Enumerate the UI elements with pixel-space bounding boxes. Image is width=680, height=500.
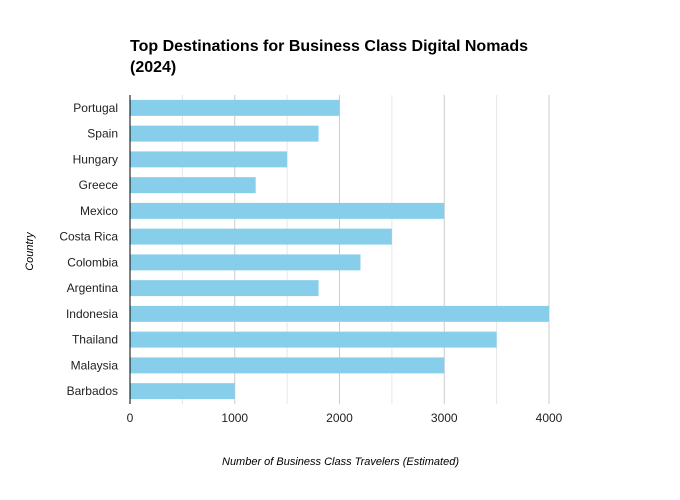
y-tick-label: Argentina xyxy=(67,281,119,295)
y-tick-label: Mexico xyxy=(80,204,118,218)
x-tick-label: 1000 xyxy=(221,411,248,425)
y-tick-label: Greece xyxy=(79,178,119,192)
bars xyxy=(130,99,549,400)
x-tick-label: 2000 xyxy=(326,411,353,425)
x-tick-label: 4000 xyxy=(536,411,563,425)
y-tick-label: Thailand xyxy=(72,333,118,347)
x-tick-labels: 0 1000 2000 3000 4000 xyxy=(127,411,563,425)
chart-title: Top Destinations for Business Class Digi… xyxy=(130,38,528,76)
bar-thailand xyxy=(130,331,497,348)
bar-portugal xyxy=(130,99,340,116)
grid-lines xyxy=(181,95,550,404)
x-axis-title: Number of Business Class Travelers (Esti… xyxy=(222,456,459,468)
bar-colombia xyxy=(130,254,361,271)
bar-malaysia xyxy=(130,357,445,374)
y-tick-label: Costa Rica xyxy=(59,230,118,244)
bar-argentina xyxy=(130,280,319,297)
y-tick-label: Spain xyxy=(87,127,118,141)
y-tick-label: Portugal xyxy=(73,101,118,115)
bar-mexico xyxy=(130,202,445,219)
bar-barbados xyxy=(130,383,235,400)
bar-indonesia xyxy=(130,305,549,322)
y-tick-label: Indonesia xyxy=(66,307,118,321)
y-tick-labels: Portugal Spain Hungary Greece Mexico Costa Ri… xyxy=(59,101,118,398)
y-tick-label: Hungary xyxy=(73,152,118,166)
bar-greece xyxy=(130,177,256,194)
x-tick-label: 0 xyxy=(127,411,134,425)
y-tick-label: Malaysia xyxy=(71,358,119,372)
y-tick-label: Colombia xyxy=(67,255,118,269)
bar-spain xyxy=(130,125,319,142)
y-axis-title: Country xyxy=(24,231,36,271)
y-tick-label: Barbados xyxy=(67,384,118,398)
x-tick-label: 3000 xyxy=(431,411,458,425)
bar-hungary xyxy=(130,151,288,168)
bar-costa-rica xyxy=(130,228,392,245)
